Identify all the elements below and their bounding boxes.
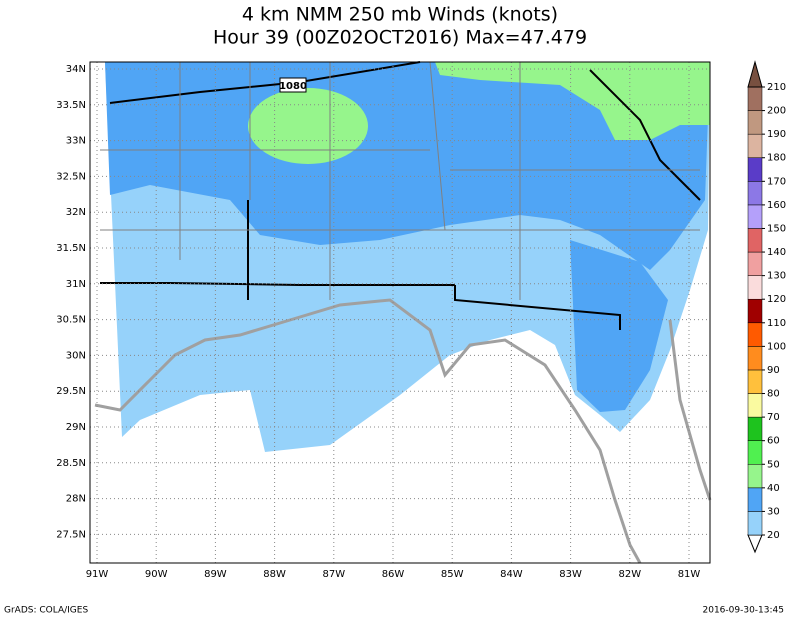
lon-label: 83W: [559, 569, 582, 580]
colorbar-label: 160: [767, 200, 786, 211]
colorbar-swatch: [747, 86, 763, 111]
colorbar-swatch: [747, 369, 763, 394]
lon-label: 91W: [86, 569, 109, 580]
colorbar-label: 200: [767, 106, 786, 117]
colorbar-end: [747, 60, 763, 88]
lon-label: 82W: [618, 569, 641, 580]
lat-label: 29N: [66, 422, 86, 433]
lat-label: 33N: [66, 136, 86, 147]
lat-label: 32.5N: [56, 171, 86, 182]
lat-label: 31.5N: [56, 243, 86, 254]
county-borders: [100, 61, 700, 300]
colorbar-end: [747, 534, 763, 554]
lon-label: 88W: [263, 569, 286, 580]
lat-label: 31N: [66, 279, 86, 290]
colorbar-swatch: [747, 228, 763, 253]
colorbar: 20 30 40 50 60 70 80 90 100 110 120 130 140 150 160 170…: [747, 60, 786, 554]
map-frame: [89, 61, 711, 564]
colorbar-label: 150: [767, 223, 786, 234]
colorbar-swatch: [747, 487, 763, 512]
colorbar-label: 30: [767, 506, 780, 517]
colorbar-swatch: [747, 157, 763, 182]
footer-right: 2016-09-30-13:45: [703, 606, 785, 616]
lon-label: 84W: [500, 569, 523, 580]
lat-label: 30.5N: [56, 315, 86, 326]
lon-label: 86W: [382, 569, 405, 580]
lat-label: 27.5N: [56, 529, 86, 540]
lat-label: 28.5N: [56, 458, 86, 469]
colorbar-swatch: [747, 464, 763, 489]
lat-label: 28N: [66, 494, 86, 505]
colorbar-label: 20: [767, 530, 780, 541]
colorbar-swatch: [747, 251, 763, 276]
colorbar-swatch: [747, 393, 763, 418]
colorbar-swatch: [747, 440, 763, 465]
colorbar-swatch: [747, 110, 763, 135]
colorbar-label: 90: [767, 365, 780, 376]
colorbar-label: 120: [767, 294, 786, 305]
colorbar-swatch: [747, 181, 763, 206]
colorbar-label: 140: [767, 247, 786, 258]
colorbar-label: 60: [767, 436, 780, 447]
colorbar-swatch: [747, 275, 763, 300]
colorbar-label: 130: [767, 271, 786, 282]
lon-label: 90W: [145, 569, 168, 580]
colorbar-label: 70: [767, 412, 780, 423]
lon-label: 81W: [678, 569, 701, 580]
lat-label: 29.5N: [56, 386, 86, 397]
lat-label: 30N: [66, 350, 86, 361]
colorbar-swatch: [747, 133, 763, 158]
colorbar-swatch: [747, 346, 763, 371]
title-line: 4 km NMM 250 mb Winds (knots): [242, 4, 558, 26]
colorbar-label: 40: [767, 483, 780, 494]
map-area: 1080: [89, 61, 712, 564]
lat-label: 33.5N: [56, 100, 86, 111]
colorbar-swatch: [747, 322, 763, 347]
contour-label: 1080: [279, 81, 307, 92]
lat-lon-grid: [90, 62, 710, 563]
colorbar-swatch: [747, 511, 763, 536]
colorbar-label: 100: [767, 341, 786, 352]
colorbar-label: 170: [767, 176, 786, 187]
colorbar-label: 110: [767, 318, 786, 329]
footer-left: GrADS: COLA/IGES: [4, 606, 88, 616]
lat-label: 32N: [66, 207, 86, 218]
colorbar-swatch: [747, 416, 763, 441]
colorbar-label: 80: [767, 389, 780, 400]
lon-label: 85W: [441, 569, 464, 580]
wind-40-50: [248, 88, 368, 164]
lon-label: 89W: [204, 569, 227, 580]
colorbar-label: 190: [767, 129, 786, 140]
contour-label-box: [279, 77, 307, 93]
colorbar-label: 50: [767, 459, 780, 470]
colorbar-label: 210: [767, 82, 786, 93]
colorbar-swatch: [747, 204, 763, 229]
lon-label: 87W: [322, 569, 345, 580]
title-line: Hour 39 (00Z02OCT2016) Max=47.479: [213, 27, 587, 49]
colorbar-label: 180: [767, 153, 786, 164]
lat-label: 34N: [66, 64, 86, 75]
colorbar-swatch: [747, 298, 763, 324]
